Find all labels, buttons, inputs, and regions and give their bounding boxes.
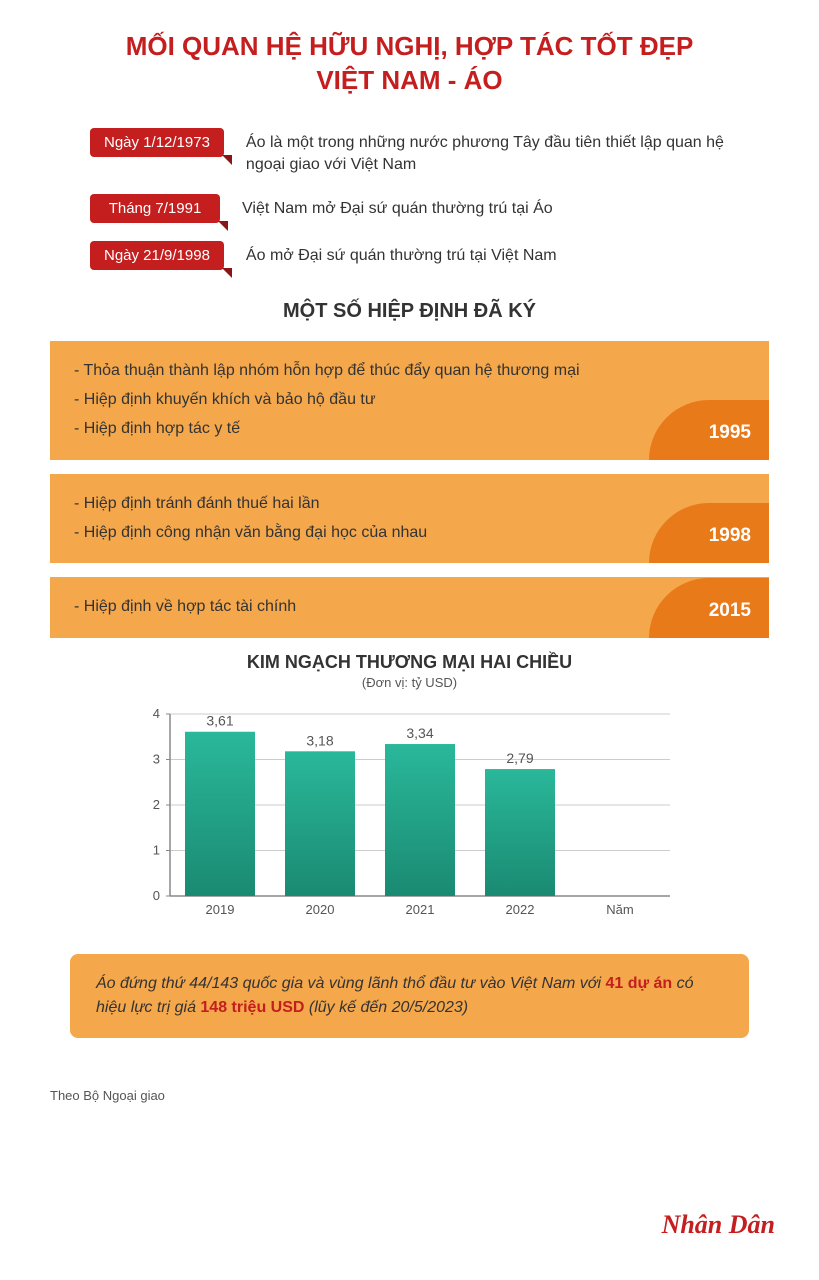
footer-em1: 41 dự án <box>605 975 672 992</box>
svg-text:3,61: 3,61 <box>206 713 233 729</box>
bar-chart: 0 1 2 3 4 3,61 2019 3,18 2020 3,34 2021 2,79 2022 Năm <box>130 696 690 926</box>
svg-text:2020: 2020 <box>305 902 334 917</box>
timeline-text: Áo mở Đại sứ quán thường trú tại Việt Na… <box>246 241 729 267</box>
svg-text:1: 1 <box>152 843 159 858</box>
agreement-line: - Hiệp định về hợp tác tài chính <box>74 593 749 622</box>
timeline-text: Áo là một trong những nước phương Tây đầ… <box>246 128 729 177</box>
svg-text:2019: 2019 <box>205 902 234 917</box>
timeline-row: Tháng 7/1991 Việt Nam mở Đại sứ quán thườ… <box>90 194 729 223</box>
svg-text:3: 3 <box>152 752 159 767</box>
date-badge: Ngày 21/9/1998 <box>90 241 224 270</box>
year-badge: 2015 <box>649 578 769 638</box>
agreement-line: - Hiệp định hợp tác y tế <box>74 415 749 444</box>
title-line1: MỐI QUAN HỆ HỮU NGHỊ, HỢP TÁC TỐT ĐẸP <box>126 31 694 61</box>
footer-pre: Áo đứng thứ 44/143 quốc gia và vùng lãnh… <box>96 975 605 992</box>
svg-text:2,79: 2,79 <box>506 750 533 766</box>
agreements-list: - Thỏa thuận thành lập nhóm hỗn hợp để t… <box>50 341 769 638</box>
date-badge: Ngày 1/12/1973 <box>90 128 224 157</box>
source-text: Theo Bộ Ngoại giao <box>50 1088 769 1103</box>
chart-title: KIM NGẠCH THƯƠNG MẠI HAI CHIỀU <box>110 652 709 673</box>
agreement-line: - Hiệp định tránh đánh thuế hai lần <box>74 490 749 519</box>
timeline-text: Việt Nam mở Đại sứ quán thường trú tại Á… <box>242 194 729 220</box>
title-line2: VIỆT NAM - ÁO <box>316 65 502 95</box>
footer-box: Áo đứng thứ 44/143 quốc gia và vùng lãnh… <box>70 954 749 1038</box>
brand-logo: Nhân Dân <box>662 1210 775 1240</box>
timeline-row: Ngày 1/12/1973 Áo là một trong những nước… <box>90 128 729 177</box>
svg-text:4: 4 <box>152 706 159 721</box>
svg-text:2022: 2022 <box>505 902 534 917</box>
agreement-item: - Thỏa thuận thành lập nhóm hỗn hợp để t… <box>50 341 769 459</box>
timeline-row: Ngày 21/9/1998 Áo mở Đại sứ quán thường t… <box>90 241 729 270</box>
agreement-item: - Hiệp định tránh đánh thuế hai lần- Hiệ… <box>50 474 769 564</box>
agreement-line: - Thỏa thuận thành lập nhóm hỗn hợp để t… <box>74 357 749 386</box>
date-badge: Tháng 7/1991 <box>90 194 220 223</box>
page-title: MỐI QUAN HỆ HỮU NGHỊ, HỢP TÁC TỐT ĐẸP VI… <box>50 30 769 98</box>
timeline: Ngày 1/12/1973 Áo là một trong những nước… <box>90 128 729 271</box>
svg-text:3,18: 3,18 <box>306 732 333 748</box>
agreement-line: - Hiệp định công nhận văn bằng đại học c… <box>74 519 749 548</box>
agreements-heading: MỘT SỐ HIỆP ĐỊNH ĐÃ KÝ <box>50 300 769 323</box>
svg-text:3,34: 3,34 <box>406 725 433 741</box>
svg-text:0: 0 <box>152 888 159 903</box>
svg-text:Năm: Năm <box>606 902 633 917</box>
agreement-line: - Hiệp định khuyến khích và bảo hộ đầu t… <box>74 386 749 415</box>
agreement-item: - Hiệp định về hợp tác tài chính2015 <box>50 577 769 638</box>
svg-text:2: 2 <box>152 797 159 812</box>
chart-area: KIM NGẠCH THƯƠNG MẠI HAI CHIỀU (Đơn vị: … <box>110 652 709 926</box>
footer-em2: 148 triệu USD <box>200 999 304 1016</box>
chart-subtitle: (Đơn vị: tỷ USD) <box>110 675 709 690</box>
svg-text:2021: 2021 <box>405 902 434 917</box>
footer-post: (lũy kế đến 20/5/2023) <box>304 999 468 1016</box>
